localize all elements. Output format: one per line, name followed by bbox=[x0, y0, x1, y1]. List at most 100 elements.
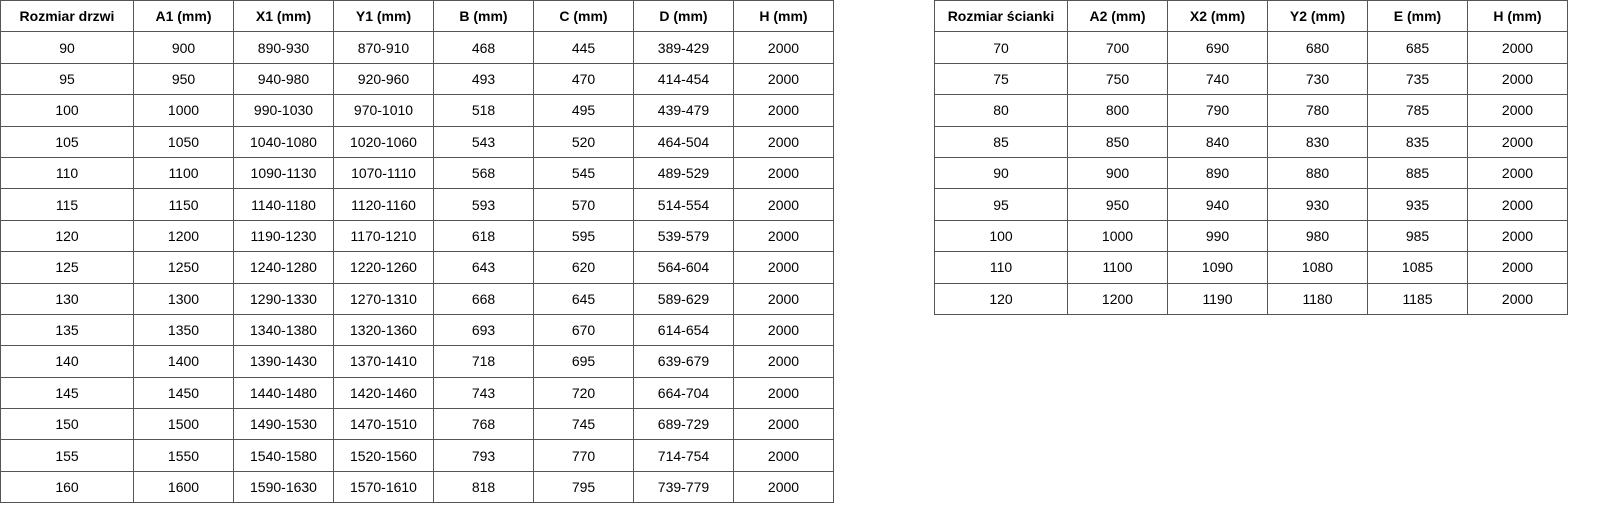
table-cell: 1190 bbox=[1167, 282, 1268, 315]
table-cell: 664-704 bbox=[633, 376, 734, 410]
table-cell: 110 bbox=[0, 156, 134, 190]
table-row: 140 1400 1390-1430 1370-1410 718 695 639-679 20… bbox=[0, 345, 834, 378]
table-cell: 818 bbox=[433, 470, 534, 504]
table-cell: 1200 bbox=[133, 219, 234, 253]
table-cell: 1140-1180 bbox=[233, 188, 334, 221]
table-row: 145 1450 1440-1480 1420-1460 743 720 664-704 20… bbox=[0, 376, 834, 410]
table-cell: 1080 bbox=[1267, 251, 1368, 284]
table-cell: 90 bbox=[934, 156, 1068, 190]
table-cell: 930 bbox=[1267, 188, 1368, 221]
table-row: 155 1550 1540-1580 1520-1560 793 770 714-754 20… bbox=[0, 439, 834, 472]
table-cell: 1150 bbox=[133, 188, 234, 221]
table-cell: 439-479 bbox=[633, 94, 734, 127]
table-row: 110 1100 1090 1080 1085 2000 bbox=[934, 251, 1568, 284]
table-cell: 1440-1480 bbox=[233, 376, 334, 410]
table-row: 100 1000 990 980 985 2000 bbox=[934, 219, 1568, 253]
table-cell: 70 bbox=[934, 31, 1068, 64]
table-cell: 125 bbox=[0, 251, 134, 284]
table-cell: 2000 bbox=[1467, 282, 1568, 315]
table-cell: 1600 bbox=[133, 470, 234, 504]
table-cell: 595 bbox=[533, 219, 634, 253]
table-cell: 1300 bbox=[133, 282, 234, 315]
table-cell: 900 bbox=[133, 31, 234, 64]
table-cell: 693 bbox=[433, 313, 534, 347]
table-cell: 1085 bbox=[1367, 251, 1468, 284]
table-cell: 468 bbox=[433, 31, 534, 64]
table-row: 80 800 790 780 785 2000 bbox=[934, 94, 1568, 127]
table-cell: 695 bbox=[533, 345, 634, 378]
table-cell: 2000 bbox=[733, 125, 834, 158]
table-cell: 155 bbox=[0, 439, 134, 472]
table-cell: 150 bbox=[0, 408, 134, 441]
table-cell: 2000 bbox=[733, 376, 834, 410]
table-cell: 2000 bbox=[1467, 62, 1568, 96]
table-row: 120 1200 1190 1180 1185 2000 bbox=[934, 282, 1568, 315]
table-cell: 389-429 bbox=[633, 31, 734, 64]
table-cell: 464-504 bbox=[633, 125, 734, 158]
table-cell: 618 bbox=[433, 219, 534, 253]
table-cell: 718 bbox=[433, 345, 534, 378]
table-cell: 1540-1580 bbox=[233, 439, 334, 472]
table-cell: 1250 bbox=[133, 251, 234, 284]
table-cell: 1090-1130 bbox=[233, 156, 334, 190]
table-cell: 1350 bbox=[133, 313, 234, 347]
table-row: 125 1250 1240-1280 1220-1260 643 620 564-604 20… bbox=[0, 251, 834, 284]
table-cell: 1100 bbox=[1067, 251, 1168, 284]
table-cell: 950 bbox=[133, 62, 234, 96]
table-cell: 780 bbox=[1267, 94, 1368, 127]
column-header: X1 (mm) bbox=[233, 0, 334, 33]
table-row: 90 900 890 880 885 2000 bbox=[934, 156, 1568, 190]
table-cell: 935 bbox=[1367, 188, 1468, 221]
table-cell: 1270-1310 bbox=[333, 282, 434, 315]
table-row: 95 950 940 930 935 2000 bbox=[934, 188, 1568, 221]
table-cell: 970-1010 bbox=[333, 94, 434, 127]
table-cell: 2000 bbox=[1467, 219, 1568, 253]
table-cell: 120 bbox=[0, 219, 134, 253]
table-cell: 690 bbox=[1167, 31, 1268, 64]
table-cell: 990 bbox=[1167, 219, 1268, 253]
table-cell: 85 bbox=[934, 125, 1068, 158]
table-cell: 545 bbox=[533, 156, 634, 190]
table-cell: 1490-1530 bbox=[233, 408, 334, 441]
table-cell: 1450 bbox=[133, 376, 234, 410]
table-row: 100 1000 990-1030 970-1010 518 495 439-479 2000 bbox=[0, 94, 834, 127]
table-cell: 493 bbox=[433, 62, 534, 96]
table-cell: 885 bbox=[1367, 156, 1468, 190]
table-cell: 414-454 bbox=[633, 62, 734, 96]
table-cell: 543 bbox=[433, 125, 534, 158]
column-header: Rozmiar ścianki bbox=[934, 0, 1068, 33]
table-row: 85 850 840 830 835 2000 bbox=[934, 125, 1568, 158]
table-cell: 520 bbox=[533, 125, 634, 158]
column-header: Rozmiar drzwi bbox=[0, 0, 134, 33]
table-cell: 1000 bbox=[133, 94, 234, 127]
table-row: 115 1150 1140-1180 1120-1160 593 570 514-554 20… bbox=[0, 188, 834, 221]
table-cell: 1520-1560 bbox=[333, 439, 434, 472]
table-cell: 1120-1160 bbox=[333, 188, 434, 221]
column-header: C (mm) bbox=[533, 0, 634, 33]
table-cell: 830 bbox=[1267, 125, 1368, 158]
table-cell: 743 bbox=[433, 376, 534, 410]
table-cell: 685 bbox=[1367, 31, 1468, 64]
table-row: 135 1350 1340-1380 1320-1360 693 670 614-654 20… bbox=[0, 313, 834, 347]
table-cell: 740 bbox=[1167, 62, 1268, 96]
table-cell: 1240-1280 bbox=[233, 251, 334, 284]
wall-size-table: Rozmiar ścianki A2 (mm) X2 (mm) Y2 (mm) E (m… bbox=[934, 0, 1568, 315]
table-cell: 135 bbox=[0, 313, 134, 347]
table-cell: 835 bbox=[1367, 125, 1468, 158]
table-cell: 470 bbox=[533, 62, 634, 96]
table-cell: 2000 bbox=[733, 219, 834, 253]
table-cell: 90 bbox=[0, 31, 134, 64]
table-cell: 720 bbox=[533, 376, 634, 410]
table-cell: 985 bbox=[1367, 219, 1468, 253]
table-cell: 2000 bbox=[733, 408, 834, 441]
table-cell: 900 bbox=[1067, 156, 1168, 190]
table-cell: 739-779 bbox=[633, 470, 734, 504]
table-cell: 2000 bbox=[733, 31, 834, 64]
table-cell: 115 bbox=[0, 188, 134, 221]
table-cell: 920-960 bbox=[333, 62, 434, 96]
table-cell: 645 bbox=[533, 282, 634, 315]
table-cell: 689-729 bbox=[633, 408, 734, 441]
table-cell: 870-910 bbox=[333, 31, 434, 64]
table-cell: 668 bbox=[433, 282, 534, 315]
table-cell: 145 bbox=[0, 376, 134, 410]
